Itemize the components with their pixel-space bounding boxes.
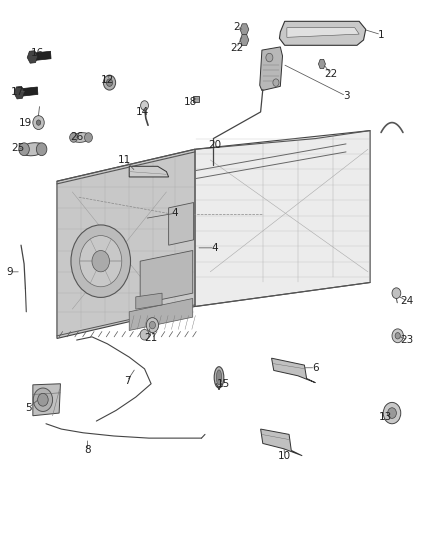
Polygon shape — [27, 51, 38, 63]
Circle shape — [85, 133, 92, 142]
Text: 12: 12 — [101, 75, 114, 85]
Polygon shape — [318, 59, 325, 69]
Ellipse shape — [20, 143, 46, 156]
Text: 21: 21 — [145, 334, 158, 343]
Circle shape — [36, 120, 41, 125]
Text: 20: 20 — [208, 140, 221, 150]
Text: 22: 22 — [230, 43, 243, 53]
Text: 4: 4 — [211, 243, 218, 253]
Polygon shape — [272, 358, 315, 383]
Polygon shape — [240, 24, 249, 35]
Circle shape — [395, 333, 400, 339]
Circle shape — [19, 143, 29, 156]
Text: 4: 4 — [172, 208, 179, 218]
Text: 25: 25 — [11, 143, 24, 153]
Text: 26: 26 — [70, 132, 83, 142]
Text: 16: 16 — [31, 49, 44, 58]
Polygon shape — [136, 293, 162, 309]
Polygon shape — [261, 429, 302, 456]
Polygon shape — [57, 149, 195, 338]
Polygon shape — [32, 51, 51, 61]
Circle shape — [141, 101, 148, 110]
Polygon shape — [19, 87, 38, 96]
Polygon shape — [195, 131, 370, 306]
Text: 8: 8 — [84, 446, 91, 455]
Ellipse shape — [214, 367, 224, 388]
Text: 11: 11 — [118, 155, 131, 165]
Circle shape — [36, 143, 47, 156]
Text: 22: 22 — [324, 69, 337, 78]
Text: 1: 1 — [378, 30, 385, 39]
Circle shape — [71, 225, 131, 297]
Ellipse shape — [72, 133, 90, 142]
Text: 14: 14 — [136, 107, 149, 117]
Circle shape — [392, 288, 401, 298]
Circle shape — [103, 75, 116, 90]
Text: 24: 24 — [401, 296, 414, 306]
Text: 13: 13 — [379, 412, 392, 422]
Polygon shape — [129, 298, 193, 330]
Circle shape — [33, 116, 44, 130]
Polygon shape — [193, 96, 199, 102]
Text: 7: 7 — [124, 376, 131, 386]
Text: 3: 3 — [343, 91, 350, 101]
Circle shape — [92, 251, 110, 272]
Polygon shape — [169, 203, 194, 245]
Circle shape — [140, 329, 149, 340]
Circle shape — [80, 236, 122, 287]
Polygon shape — [33, 384, 60, 416]
Circle shape — [273, 79, 279, 86]
Text: 2: 2 — [233, 22, 240, 31]
Text: 6: 6 — [312, 363, 319, 373]
Text: 15: 15 — [217, 379, 230, 389]
Ellipse shape — [216, 370, 222, 385]
Circle shape — [106, 79, 113, 86]
Polygon shape — [129, 166, 169, 177]
Polygon shape — [14, 86, 25, 99]
Circle shape — [392, 329, 403, 343]
Text: 17: 17 — [11, 87, 24, 96]
Polygon shape — [260, 47, 283, 91]
Text: 9: 9 — [6, 267, 13, 277]
Circle shape — [33, 388, 53, 411]
Text: 5: 5 — [25, 403, 32, 413]
Text: 10: 10 — [278, 451, 291, 461]
Polygon shape — [140, 251, 193, 304]
Polygon shape — [240, 35, 249, 45]
Circle shape — [388, 408, 396, 418]
Polygon shape — [279, 21, 366, 45]
Text: 18: 18 — [184, 98, 197, 107]
Polygon shape — [287, 28, 359, 37]
Text: 23: 23 — [401, 335, 414, 345]
Circle shape — [70, 133, 78, 142]
Circle shape — [383, 402, 401, 424]
Circle shape — [38, 393, 48, 406]
Circle shape — [266, 53, 273, 62]
Circle shape — [146, 318, 159, 333]
Circle shape — [149, 321, 155, 329]
Text: 19: 19 — [19, 118, 32, 127]
